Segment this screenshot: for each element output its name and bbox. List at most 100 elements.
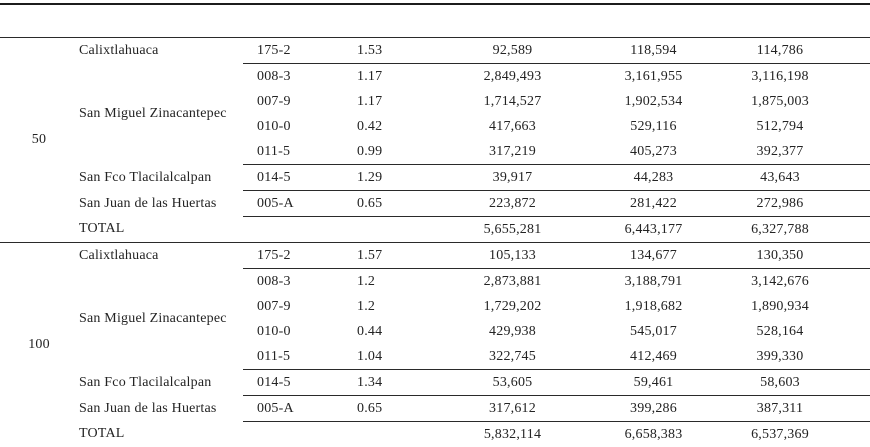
locality-cell: San Juan de las Huertas [79,195,217,211]
locality-cell: San Miguel Zinacantepec [79,106,227,121]
table-row: 007-9 1.2 1,729,202 1,918,682 1,890,934 [0,294,870,319]
code-cell: 010-0 [257,323,291,339]
value1-cell: 92,589 [440,37,585,64]
table-row: 011-5 1.04 322,745 412,469 399,330 [0,344,870,370]
code-cell: 014-5 [243,164,345,191]
value2-cell: 118,594 [585,37,722,64]
locality-cell: San Miguel Zinacantepec [79,311,227,326]
rate-cell: 0.65 [345,190,440,217]
code-cell: 007-9 [257,298,291,314]
rate-cell: 1.57 [345,242,440,269]
value3-cell: 3,116,198 [751,68,809,84]
rate-cell: 1.53 [345,37,440,64]
rate-cell: 0.44 [357,323,383,339]
value2-cell: 6,658,383 [585,421,722,447]
value2-cell: 405,273 [585,139,722,165]
locality-statistics-table: 50 Calixtlahuaca 175-2 1.53 92,589 118,594 114… [0,3,870,447]
value1-cell: 39,917 [440,164,585,191]
code-cell: 011-5 [243,344,345,370]
table-row: San Miguel Zinacantepec 008-3 1.2 2,873,881… [0,269,870,327]
value2-cell: 44,283 [585,164,722,191]
value2-cell: 6,443,177 [585,216,722,243]
value1-cell: 417,663 [489,118,536,134]
value1-cell: 53,605 [440,369,585,396]
rate-cell: 1.17 [357,93,383,109]
rate-cell: 1.29 [345,164,440,191]
header-band [0,4,870,38]
table-row: San Fco Tlacilalcalpan 014-5 1.34 53,605 59,… [0,369,870,396]
table-row: San Juan de las Huertas 005-A 0.65 317,612 3… [0,395,870,422]
value3-cell: 6,537,369 [722,421,870,447]
value1-cell: 2,849,493 [483,68,542,84]
table-row: 010-0 0.44 429,938 545,017 528,164 [0,319,870,344]
value2-cell: 3,161,955 [624,68,683,84]
value3-cell: 1,890,934 [751,298,809,314]
value3-cell: 1,875,003 [751,93,809,109]
rate-cell: 1.34 [345,369,440,396]
value2-cell: 1,902,534 [624,93,683,109]
value1-cell: 429,938 [489,323,536,339]
code-cell: 007-9 [257,93,291,109]
value1-cell: 317,219 [440,139,585,165]
value2-cell: 1,918,682 [624,298,683,314]
value3-cell: 387,311 [722,395,870,422]
rate-cell [345,216,440,243]
locality-cell: San Fco Tlacilalcalpan [79,374,212,390]
code-cell: 175-2 [243,37,345,64]
code-cell: 011-5 [243,139,345,165]
value1-cell: 5,832,114 [440,421,585,447]
value3-cell: 58,603 [722,369,870,396]
total-row: TOTAL 5,655,281 6,443,177 6,327,788 [0,216,870,243]
rate-cell: 0.65 [345,395,440,422]
value3-cell: 392,377 [722,139,870,165]
value1-cell: 2,873,881 [483,273,542,289]
table-row: 100 Calixtlahuaca 175-2 1.57 105,133 134,677 1… [0,242,870,447]
rate-cell: 0.99 [345,139,440,165]
total-label-cell: TOTAL [78,216,243,243]
code-cell [243,216,345,243]
group-size-cell: 100 [0,242,78,447]
code-cell: 005-A [243,395,345,422]
value3-cell: 43,643 [722,164,870,191]
code-cell [243,421,345,447]
value1-cell: 322,745 [440,344,585,370]
value1-cell: 105,133 [440,242,585,269]
locality-cell: Calixtlahuaca [79,247,159,263]
value3-cell: 130,350 [722,242,870,269]
table-row: 010-0 0.42 417,663 529,116 512,794 [0,114,870,139]
locality-cell: San Fco Tlacilalcalpan [79,169,212,185]
value2-cell: 59,461 [585,369,722,396]
value3-cell: 528,164 [756,323,804,339]
value3-cell: 512,794 [756,118,804,134]
value3-cell: 6,327,788 [722,216,870,243]
value2-cell: 545,017 [630,323,677,339]
value3-cell: 272,986 [722,190,870,217]
table-row: San Juan de las Huertas 005-A 0.65 223,872 2… [0,190,870,217]
locality-cell: San Juan de las Huertas [79,400,217,416]
value3-cell: 114,786 [722,37,870,64]
group-size-cell: 50 [0,37,78,243]
code-cell: 008-3 [257,68,291,84]
rate-cell: 1.17 [357,68,383,84]
code-cell: 005-A [243,190,345,217]
value2-cell: 412,469 [585,344,722,370]
value1-cell: 5,655,281 [440,216,585,243]
value1-cell: 223,872 [440,190,585,217]
code-cell: 014-5 [243,369,345,396]
value1-cell: 1,714,527 [483,93,542,109]
value1-cell: 1,729,202 [483,298,542,314]
code-cell: 008-3 [257,273,291,289]
value1-cell: 317,612 [440,395,585,422]
value3-cell: 399,330 [722,344,870,370]
table-row: 50 Calixtlahuaca 175-2 1.53 92,589 118,594 114… [0,37,870,243]
rate-cell: 1.04 [345,344,440,370]
table-row: San Fco Tlacilalcalpan 014-5 1.29 39,917 44,… [0,164,870,191]
table-row: 007-9 1.17 1,714,527 1,902,534 1,875,003 [0,89,870,114]
rate-cell: 1.2 [357,298,376,314]
value2-cell: 281,422 [585,190,722,217]
value2-cell: 3,188,791 [624,273,683,289]
total-label-cell: TOTAL [78,421,243,447]
code-cell: 010-0 [257,118,291,134]
rate-cell [345,421,440,447]
